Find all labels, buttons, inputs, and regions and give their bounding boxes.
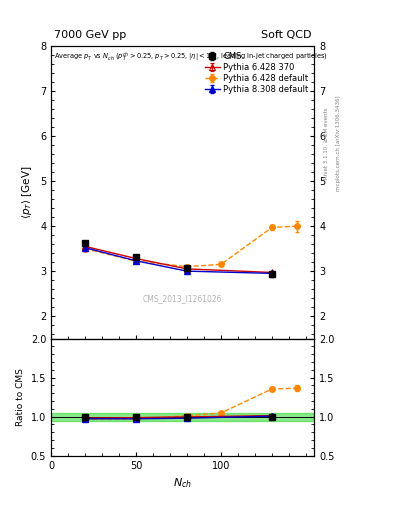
Text: Average $p_T$ vs $N_{ch}$ ($p_T^{ch}>0.25$, $p_T>0.25$, $|\eta|<1.9$, leading in: Average $p_T$ vs $N_{ch}$ ($p_T^{ch}>0.2… bbox=[54, 51, 327, 64]
Text: CMS_2013_I1261026: CMS_2013_I1261026 bbox=[143, 294, 222, 304]
Legend: CMS, Pythia 6.428 370, Pythia 6.428 default, Pythia 8.308 default: CMS, Pythia 6.428 370, Pythia 6.428 defa… bbox=[203, 50, 310, 96]
Y-axis label: Ratio to CMS: Ratio to CMS bbox=[16, 368, 25, 426]
Text: mcplots.cern.ch [arXiv:1306.3436]: mcplots.cern.ch [arXiv:1306.3436] bbox=[336, 96, 341, 191]
Text: 7000 GeV pp: 7000 GeV pp bbox=[54, 30, 126, 40]
Text: Rivet 3.1.10, ≥ 2M events: Rivet 3.1.10, ≥ 2M events bbox=[324, 108, 329, 179]
Bar bbox=[51, 413, 314, 420]
Text: Soft QCD: Soft QCD bbox=[261, 30, 312, 40]
X-axis label: $N_{ch}$: $N_{ch}$ bbox=[173, 476, 192, 490]
Y-axis label: $\langle p_T \rangle$ [GeV]: $\langle p_T \rangle$ [GeV] bbox=[20, 165, 35, 219]
